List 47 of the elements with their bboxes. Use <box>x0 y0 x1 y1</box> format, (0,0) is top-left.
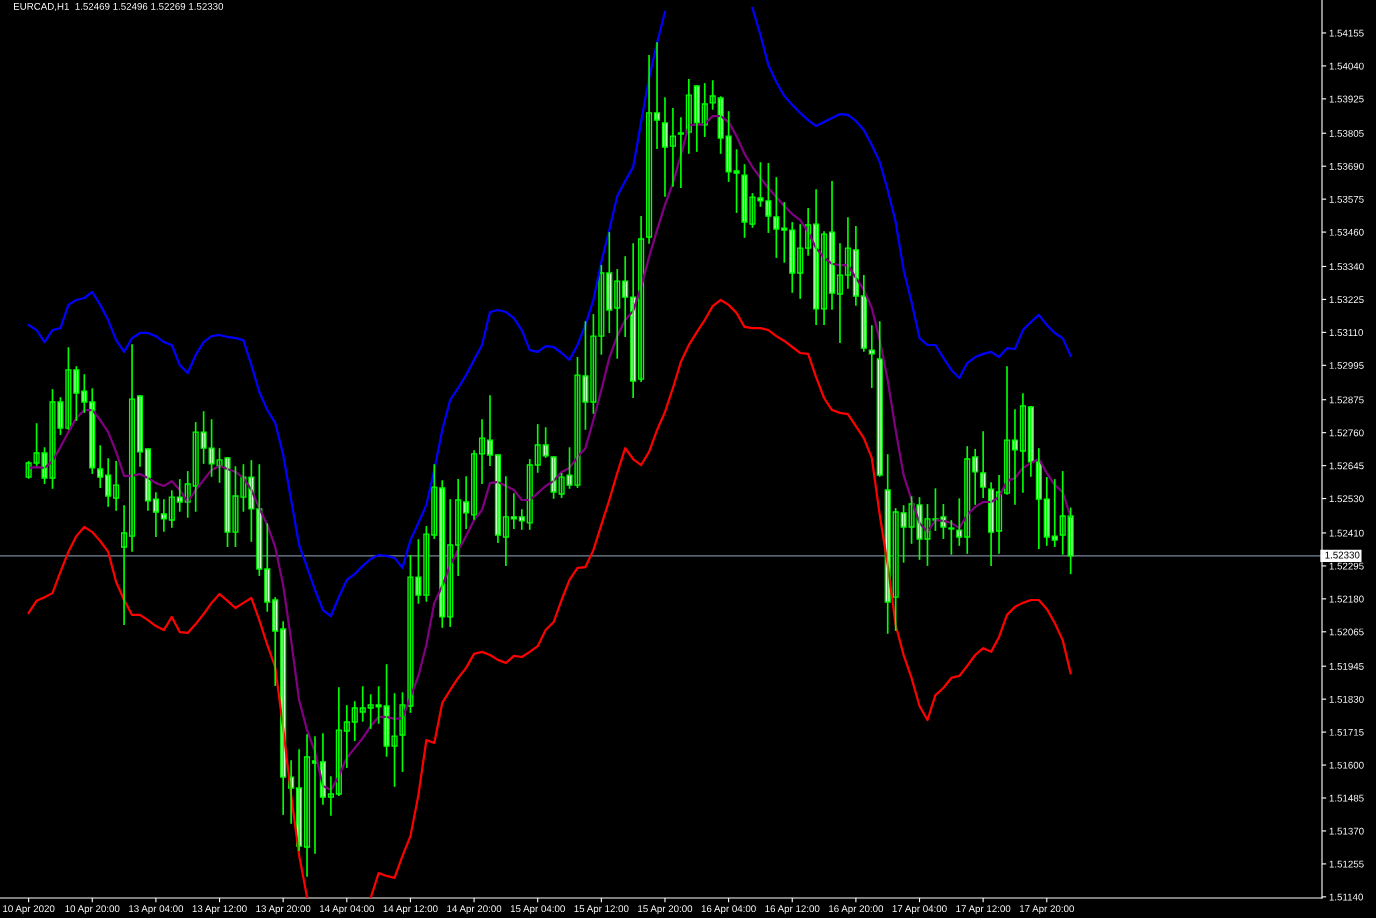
x-tick-label: 17 Apr 04:00 <box>892 905 947 915</box>
x-tick-label: 14 Apr 04:00 <box>319 905 374 915</box>
y-tick-label: 1.51370 <box>1329 827 1364 835</box>
y-tick-label: 1.51830 <box>1329 695 1364 703</box>
x-tick-label: 10 Apr 2020 <box>3 905 55 915</box>
candlestick <box>948 520 955 555</box>
x-tick-label: 15 Apr 20:00 <box>638 905 693 915</box>
y-tick-label: 1.53340 <box>1329 263 1364 271</box>
y-tick-label: 1.51715 <box>1329 728 1364 736</box>
x-tick-label: 13 Apr 20:00 <box>256 905 311 915</box>
y-tick-label: 1.53460 <box>1329 228 1364 236</box>
y-tick-label: 1.52410 <box>1329 529 1364 537</box>
y-tick-label: 1.53805 <box>1329 129 1364 137</box>
x-tick-label: 16 Apr 20:00 <box>829 905 884 915</box>
y-tick-label: 1.51140 <box>1329 893 1363 901</box>
y-tick-label: 1.54040 <box>1329 62 1364 70</box>
y-tick-label: 1.52995 <box>1329 362 1364 369</box>
x-tick-label: 17 Apr 12:00 <box>956 905 1011 915</box>
y-tick-label: 1.53925 <box>1329 95 1364 103</box>
x-tick-label: 16 Apr 12:00 <box>765 905 820 915</box>
y-tick-label: 1.54155 <box>1329 29 1364 37</box>
x-tick-label: 15 Apr 04:00 <box>510 905 565 915</box>
y-tick-label: 1.53575 <box>1329 195 1364 203</box>
ref-line-label: 1.52330 <box>1325 551 1360 559</box>
y-tick-label: 1.51255 <box>1329 860 1364 868</box>
x-tick-label: 13 Apr 04:00 <box>129 905 184 915</box>
y-tick-label: 1.52875 <box>1329 396 1364 404</box>
y-tick-label: 1.53110 <box>1329 329 1363 336</box>
y-tick-label: 1.52065 <box>1329 628 1364 636</box>
y-tick-label: 1.52295 <box>1329 562 1364 570</box>
y-tick-label: 1.53690 <box>1329 162 1364 170</box>
x-tick-label: 13 Apr 12:00 <box>192 905 247 915</box>
x-tick-label: 14 Apr 20:00 <box>447 905 502 915</box>
y-tick-label: 1.52645 <box>1329 462 1364 470</box>
y-tick-label: 1.51945 <box>1329 662 1364 670</box>
chart-title: EURCAD,H1 1.52469 1.52496 1.52269 1.52330 <box>14 2 224 11</box>
x-tick-label: 14 Apr 12:00 <box>383 905 438 915</box>
y-tick-label: 1.52530 <box>1329 495 1364 503</box>
y-tick-label: 1.51485 <box>1329 794 1364 802</box>
x-tick-label: 15 Apr 12:00 <box>574 905 629 915</box>
y-tick-label: 1.51600 <box>1329 761 1364 769</box>
x-tick-label: 16 Apr 04:00 <box>701 905 756 915</box>
y-tick-label: 1.53225 <box>1329 296 1364 304</box>
y-tick-label: 1.52760 <box>1329 429 1364 437</box>
x-tick-label: 10 Apr 20:00 <box>65 905 120 915</box>
y-tick-label: 1.52180 <box>1329 595 1364 603</box>
x-tick-label: 17 Apr 20:00 <box>1019 905 1074 915</box>
